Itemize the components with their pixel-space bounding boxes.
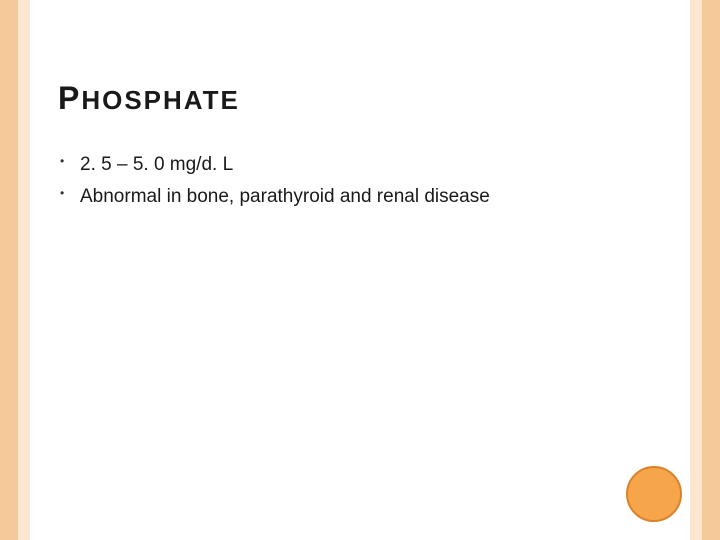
right-inner-stripe <box>690 0 702 540</box>
left-outer-stripe <box>0 0 18 540</box>
bullet-list: 2. 5 – 5. 0 mg/d. L Abnormal in bone, pa… <box>58 151 662 210</box>
content-area: PHOSPHATE 2. 5 – 5. 0 mg/d. L Abnormal i… <box>30 0 690 540</box>
right-outer-stripe <box>702 0 720 540</box>
list-item: 2. 5 – 5. 0 mg/d. L <box>80 151 662 179</box>
list-item: Abnormal in bone, parathyroid and renal … <box>80 183 662 211</box>
title-rest: HOSPHATE <box>81 85 240 115</box>
slide-container: PHOSPHATE 2. 5 – 5. 0 mg/d. L Abnormal i… <box>0 0 720 540</box>
bullet-text: 2. 5 – 5. 0 mg/d. L <box>80 154 233 175</box>
title-first-cap: P <box>58 80 81 116</box>
bullet-text: Abnormal in bone, parathyroid and renal … <box>80 186 490 207</box>
slide-title: PHOSPHATE <box>58 80 662 117</box>
left-inner-stripe <box>18 0 30 540</box>
decorative-circle-icon <box>626 466 682 522</box>
